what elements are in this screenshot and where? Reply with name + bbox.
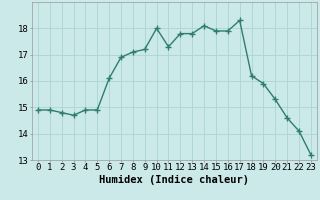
X-axis label: Humidex (Indice chaleur): Humidex (Indice chaleur) [100,175,249,185]
